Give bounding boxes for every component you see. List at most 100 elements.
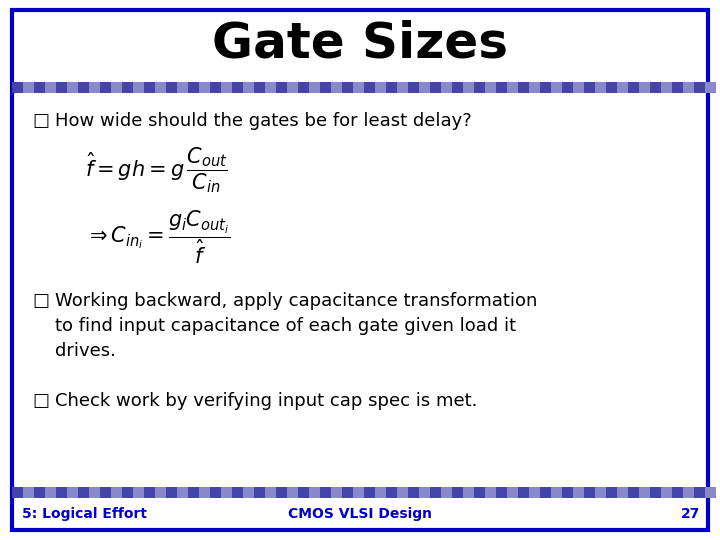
Bar (595, 82, 606, 93)
Bar (650, 487, 661, 498)
Bar (155, 82, 166, 93)
Bar (364, 487, 375, 498)
Bar (386, 82, 397, 93)
Bar (419, 82, 430, 93)
Bar (45, 487, 56, 498)
Bar (100, 487, 111, 498)
Bar (34, 82, 45, 93)
Bar (254, 82, 265, 93)
Bar (540, 487, 551, 498)
Bar (188, 487, 199, 498)
Bar (485, 487, 496, 498)
Bar (144, 487, 155, 498)
Bar (606, 82, 617, 93)
Bar (342, 82, 353, 93)
Bar (496, 487, 507, 498)
Bar (683, 82, 694, 93)
Bar (177, 82, 188, 93)
Bar (23, 487, 34, 498)
Bar (639, 487, 650, 498)
Bar (166, 487, 177, 498)
Bar (562, 487, 573, 498)
Bar (683, 487, 694, 498)
Bar (45, 82, 56, 93)
Bar (705, 487, 716, 498)
Bar (562, 82, 573, 93)
Bar (529, 82, 540, 93)
Bar (705, 82, 716, 93)
Bar (78, 82, 89, 93)
Bar (463, 487, 474, 498)
Bar (672, 82, 683, 93)
Text: □: □ (32, 112, 49, 130)
Bar (573, 487, 584, 498)
Bar (551, 487, 562, 498)
Bar (342, 487, 353, 498)
Bar (650, 82, 661, 93)
Bar (122, 82, 133, 93)
Bar (529, 487, 540, 498)
Bar (232, 487, 243, 498)
Bar (221, 82, 232, 93)
Bar (518, 487, 529, 498)
Bar (166, 82, 177, 93)
Bar (540, 82, 551, 93)
Bar (441, 82, 452, 93)
Bar (386, 487, 397, 498)
Text: Working backward, apply capacitance transformation
to find input capacitance of : Working backward, apply capacitance tran… (55, 292, 537, 360)
Bar (287, 487, 298, 498)
Bar (243, 487, 254, 498)
Bar (375, 487, 386, 498)
Bar (210, 82, 221, 93)
Bar (507, 487, 518, 498)
Bar (144, 82, 155, 93)
Bar (188, 82, 199, 93)
Bar (628, 82, 639, 93)
Bar (474, 487, 485, 498)
Bar (12, 82, 23, 93)
Bar (617, 82, 628, 93)
Bar (89, 487, 100, 498)
Text: 27: 27 (680, 507, 700, 521)
Bar (177, 487, 188, 498)
Bar (23, 82, 34, 93)
Bar (584, 487, 595, 498)
Bar (67, 82, 78, 93)
Bar (309, 487, 320, 498)
Bar (694, 82, 705, 93)
Bar (276, 82, 287, 93)
Bar (111, 82, 122, 93)
Bar (485, 82, 496, 93)
Bar (452, 487, 463, 498)
Bar (331, 82, 342, 93)
Bar (100, 82, 111, 93)
Bar (133, 82, 144, 93)
Bar (199, 82, 210, 93)
Bar (573, 82, 584, 93)
Bar (496, 82, 507, 93)
Bar (551, 82, 562, 93)
Bar (397, 487, 408, 498)
Text: 5: Logical Effort: 5: Logical Effort (22, 507, 147, 521)
Bar (221, 487, 232, 498)
Bar (408, 82, 419, 93)
Bar (375, 82, 386, 93)
Bar (34, 487, 45, 498)
Bar (639, 82, 650, 93)
Text: $\hat{f} = gh = g\,\dfrac{C_{out}}{C_{in}}$: $\hat{f} = gh = g\,\dfrac{C_{out}}{C_{in… (85, 145, 228, 195)
Bar (617, 487, 628, 498)
Bar (243, 82, 254, 93)
Bar (661, 82, 672, 93)
Bar (353, 487, 364, 498)
Bar (672, 487, 683, 498)
Text: □: □ (32, 292, 49, 310)
Bar (298, 82, 309, 93)
Bar (78, 487, 89, 498)
Bar (133, 487, 144, 498)
Bar (353, 82, 364, 93)
Bar (397, 82, 408, 93)
Bar (89, 82, 100, 93)
Bar (694, 487, 705, 498)
Bar (155, 487, 166, 498)
Bar (67, 487, 78, 498)
